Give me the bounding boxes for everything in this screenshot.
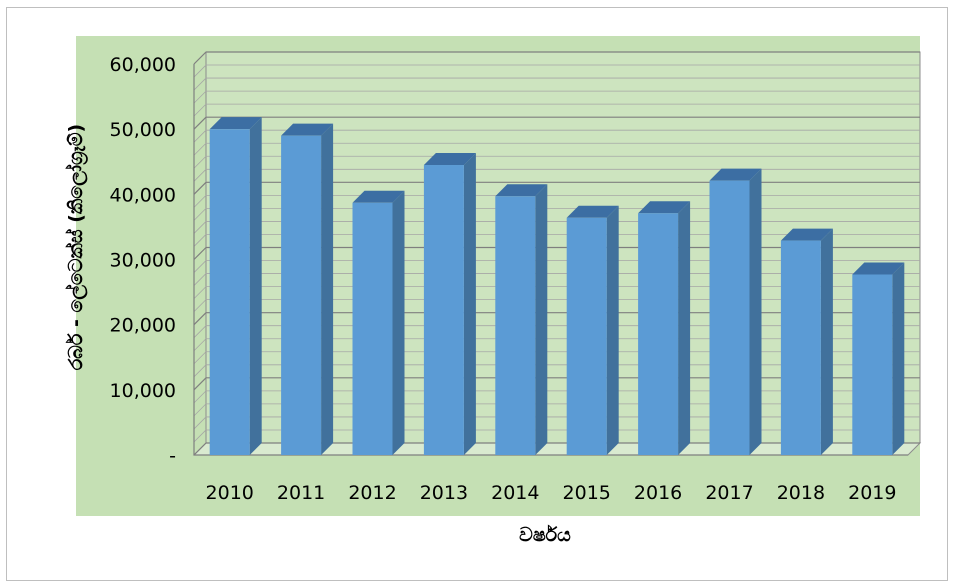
- bar-top: [780, 228, 833, 241]
- y-tick-label: 50,000: [110, 119, 176, 141]
- bar-side: [749, 168, 762, 456]
- bar-top: [638, 201, 691, 214]
- x-tick-label: 2014: [491, 482, 539, 504]
- side-gridline: [193, 77, 207, 91]
- bar-top: [281, 123, 334, 136]
- x-tick-label: 2010: [206, 482, 254, 504]
- bar: [352, 190, 405, 455]
- bar-front: [780, 240, 821, 455]
- bar-top: [352, 190, 405, 203]
- side-gridline: [193, 103, 207, 117]
- side-gridline: [193, 64, 207, 78]
- x-tick-label: 2013: [420, 482, 468, 504]
- x-tick-label: 2012: [348, 482, 396, 504]
- bar: [709, 168, 762, 456]
- bar-side: [678, 201, 691, 455]
- x-tick-label: 2015: [563, 482, 611, 504]
- side-gridline: [193, 299, 207, 312]
- bar: [495, 184, 548, 455]
- side-gridline: [193, 273, 207, 286]
- side-gridline: [193, 51, 207, 65]
- side-gridline: [193, 169, 207, 182]
- y-tick-label: 20,000: [110, 315, 176, 337]
- bar-front: [709, 180, 750, 456]
- x-axis-title: වර්ෂය: [519, 524, 571, 546]
- bar-front: [852, 274, 893, 455]
- bar-top: [852, 262, 905, 275]
- side-gridline: [193, 416, 207, 430]
- y-axis-title: රබර් - ලේටෙක්ස් (කිලෝග්‍රෑම්): [65, 124, 88, 370]
- x-tick-label: 2018: [777, 482, 825, 504]
- y-tick-label: 30,000: [110, 250, 176, 272]
- x-tick-label: 2011: [277, 482, 325, 504]
- side-gridline: [193, 325, 207, 338]
- bar: [281, 123, 334, 455]
- side-gridline: [193, 351, 207, 365]
- x-tick-label: 2019: [848, 482, 896, 504]
- side-gridline: [193, 90, 207, 104]
- bar-top: [495, 184, 548, 197]
- bar-side: [892, 262, 905, 455]
- side-gridline: [193, 221, 207, 234]
- bar-front: [281, 135, 322, 455]
- side-gridline: [193, 338, 207, 352]
- y-tick-label: 40,000: [110, 184, 176, 206]
- y-tick-label: 10,000: [110, 380, 176, 402]
- side-gridline: [193, 390, 207, 404]
- y-tick-label: 60,000: [110, 54, 176, 76]
- side-gridline: [193, 403, 207, 417]
- bar-front: [566, 217, 607, 455]
- x-axis-ticks: 2010 2011 2012 2013 2014 2015 2016 2017 2018 2019: [206, 482, 897, 504]
- bars: [209, 117, 905, 456]
- y-axis-ticks: - 10,000 20,000 30,000 40,000 50,000 60,000: [110, 54, 176, 467]
- bar: [638, 201, 691, 455]
- x-tick-label: 2016: [634, 482, 682, 504]
- bar: [209, 117, 262, 456]
- side-gridline: [193, 312, 207, 326]
- side-gridline: [193, 377, 207, 391]
- side-gridline: [193, 364, 207, 378]
- bar-top: [209, 117, 262, 130]
- bar-side: [392, 190, 405, 455]
- side-gridline: [193, 208, 207, 221]
- side-gridline: [193, 260, 207, 273]
- bar-side: [321, 123, 334, 455]
- side-gridline: [193, 116, 207, 130]
- bar-front: [423, 165, 464, 455]
- side-gridline: [193, 442, 207, 456]
- side-gridline: [193, 286, 207, 299]
- bar-side: [606, 205, 619, 455]
- bar: [566, 205, 619, 455]
- bar-front: [352, 202, 393, 455]
- y-tick-label: -: [169, 445, 176, 467]
- side-gridline: [193, 142, 207, 156]
- bar-front: [209, 129, 250, 455]
- bar: [780, 228, 833, 455]
- side-gridline: [193, 429, 207, 443]
- bar-front: [495, 196, 536, 455]
- side-gridline: [193, 247, 207, 260]
- side-gridline: [193, 234, 207, 247]
- side-gridline: [193, 155, 207, 169]
- side-gridline: [193, 181, 207, 195]
- side-gridline: [193, 129, 207, 143]
- bar-top: [423, 153, 476, 166]
- bar-side: [820, 228, 833, 455]
- bar: [852, 262, 905, 455]
- x-tick-label: 2017: [705, 482, 753, 504]
- bar: [423, 153, 476, 455]
- bar-front: [638, 213, 679, 455]
- bar-top: [566, 205, 619, 218]
- side-gridline: [193, 195, 207, 208]
- bar-top: [709, 168, 762, 181]
- bar-side: [249, 117, 262, 456]
- bar-side: [535, 184, 548, 455]
- bar-side: [463, 153, 476, 455]
